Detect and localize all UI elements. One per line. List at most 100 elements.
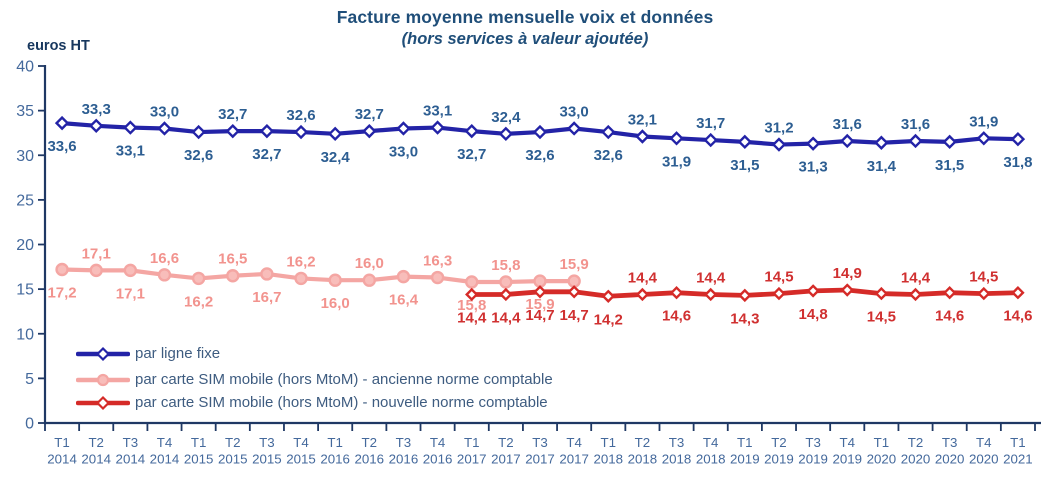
svg-text:14,7: 14,7 — [525, 307, 554, 324]
svg-text:32,1: 32,1 — [628, 112, 657, 129]
y-axis-unit-label: euros HT — [27, 38, 90, 54]
svg-text:14,8: 14,8 — [799, 306, 828, 323]
svg-text:2017: 2017 — [491, 452, 521, 467]
svg-text:16,4: 16,4 — [389, 292, 419, 309]
svg-text:14,4: 14,4 — [491, 309, 521, 326]
svg-text:T4: T4 — [430, 435, 446, 450]
svg-text:2016: 2016 — [423, 452, 453, 467]
svg-text:16,0: 16,0 — [355, 255, 384, 272]
svg-text:33,3: 33,3 — [82, 101, 111, 118]
svg-text:2016: 2016 — [320, 452, 350, 467]
svg-text:2016: 2016 — [389, 452, 419, 467]
svg-text:2019: 2019 — [764, 452, 794, 467]
svg-text:T2: T2 — [498, 435, 514, 450]
svg-text:2016: 2016 — [355, 452, 385, 467]
svg-text:T3: T3 — [123, 435, 139, 450]
svg-text:17,2: 17,2 — [47, 284, 76, 301]
chart-subtitle: (hors services à valeur ajoutée) — [401, 30, 649, 48]
svg-text:T1: T1 — [874, 435, 890, 450]
svg-text:32,6: 32,6 — [525, 147, 554, 164]
svg-text:32,4: 32,4 — [321, 149, 351, 166]
svg-text:33,6: 33,6 — [47, 138, 76, 155]
svg-text:32,6: 32,6 — [594, 147, 623, 164]
legend: par ligne fixe par carte SIM mobile (hor… — [76, 342, 553, 414]
svg-text:T3: T3 — [669, 435, 685, 450]
svg-text:20: 20 — [16, 237, 34, 254]
svg-text:14,5: 14,5 — [969, 269, 998, 286]
svg-text:T4: T4 — [703, 435, 719, 450]
svg-text:2019: 2019 — [798, 452, 828, 467]
svg-text:T3: T3 — [396, 435, 412, 450]
svg-text:14,9: 14,9 — [833, 265, 862, 282]
svg-text:T3: T3 — [805, 435, 821, 450]
svg-text:32,7: 32,7 — [218, 106, 247, 123]
svg-text:14,2: 14,2 — [594, 311, 623, 328]
x-axis-ticks — [44, 423, 1036, 431]
svg-text:14,7: 14,7 — [560, 307, 589, 324]
svg-text:14,4: 14,4 — [628, 269, 658, 286]
svg-text:T2: T2 — [88, 435, 104, 450]
svg-text:2020: 2020 — [935, 452, 965, 467]
svg-text:2020: 2020 — [969, 452, 999, 467]
svg-text:T4: T4 — [976, 435, 992, 450]
svg-text:17,1: 17,1 — [116, 285, 145, 302]
legend-label-sim-nouvelle: par carte SIM mobile (hors MtoM) - nouve… — [135, 394, 548, 411]
svg-text:2015: 2015 — [184, 452, 214, 467]
svg-text:16,2: 16,2 — [184, 293, 213, 310]
svg-text:31,9: 31,9 — [662, 153, 691, 170]
svg-text:T2: T2 — [225, 435, 241, 450]
svg-text:T1: T1 — [1010, 435, 1026, 450]
svg-text:2020: 2020 — [867, 452, 897, 467]
svg-text:15,8: 15,8 — [491, 257, 520, 274]
svg-text:31,7: 31,7 — [696, 115, 725, 132]
svg-text:15,8: 15,8 — [457, 297, 486, 314]
svg-text:2015: 2015 — [252, 452, 282, 467]
svg-text:2015: 2015 — [286, 452, 316, 467]
svg-text:31,6: 31,6 — [901, 116, 930, 133]
svg-text:2014: 2014 — [81, 452, 111, 467]
svg-text:14,6: 14,6 — [662, 308, 691, 325]
svg-text:2017: 2017 — [525, 452, 555, 467]
svg-text:31,5: 31,5 — [935, 157, 964, 174]
svg-text:T1: T1 — [54, 435, 70, 450]
svg-text:32,4: 32,4 — [491, 109, 521, 126]
svg-text:14,4: 14,4 — [901, 269, 931, 286]
svg-text:T1: T1 — [464, 435, 480, 450]
svg-text:40: 40 — [16, 59, 34, 76]
svg-text:32,7: 32,7 — [355, 106, 384, 123]
svg-text:2019: 2019 — [832, 452, 862, 467]
svg-text:T3: T3 — [532, 435, 548, 450]
svg-text:33,1: 33,1 — [423, 103, 452, 120]
svg-text:14,5: 14,5 — [764, 269, 793, 286]
svg-text:T4: T4 — [839, 435, 855, 450]
svg-text:14,5: 14,5 — [867, 309, 896, 326]
svg-text:15,9: 15,9 — [525, 296, 554, 313]
chart-title: Facture moyenne mensuelle voix et donnée… — [336, 7, 714, 27]
svg-text:16,6: 16,6 — [150, 250, 179, 267]
svg-text:2017: 2017 — [457, 452, 487, 467]
svg-text:32,7: 32,7 — [252, 146, 281, 163]
svg-text:2018: 2018 — [628, 452, 658, 467]
legend-line-fixe-sample-icon — [76, 346, 130, 361]
svg-text:T1: T1 — [737, 435, 753, 450]
svg-text:2014: 2014 — [116, 452, 146, 467]
svg-text:16,2: 16,2 — [286, 253, 315, 270]
legend-sim-nouvelle-sample-icon — [76, 395, 130, 410]
series-0: 33,6 33,3 33,1 33,0 32,6 32,7 32,7 32,6 32,4 32,7… — [47, 101, 1032, 176]
legend-item-sim-nouvelle: par carte SIM mobile (hors MtoM) - nouve… — [76, 391, 553, 414]
svg-text:5: 5 — [25, 371, 34, 388]
svg-text:T4: T4 — [293, 435, 309, 450]
series-1: 17,2 17,1 17,1 16,6 16,2 16,5 16,7 16,2 16,0 16,0… — [47, 245, 588, 314]
svg-text:T2: T2 — [771, 435, 787, 450]
svg-text:14,6: 14,6 — [1003, 308, 1032, 325]
svg-text:2015: 2015 — [218, 452, 248, 467]
svg-text:2014: 2014 — [150, 452, 180, 467]
svg-text:T3: T3 — [942, 435, 958, 450]
x-axis-labels: T1 2014 T2 2014 T3 2014 T4 2014 T1 2015 T2 2015 T3 20… — [47, 435, 1032, 467]
svg-text:32,7: 32,7 — [457, 146, 486, 163]
svg-text:16,3: 16,3 — [423, 253, 452, 270]
svg-text:16,5: 16,5 — [218, 251, 247, 268]
svg-text:T4: T4 — [566, 435, 582, 450]
legend-label-sim-ancienne: par carte SIM mobile (hors MtoM) - ancie… — [135, 371, 553, 388]
